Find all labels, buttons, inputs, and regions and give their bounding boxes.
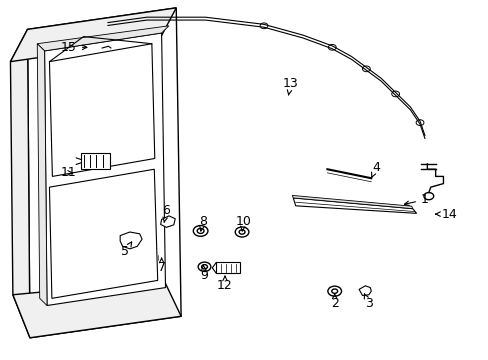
Polygon shape — [81, 153, 110, 169]
Text: 6: 6 — [162, 204, 170, 222]
Text: 5: 5 — [121, 242, 131, 258]
Polygon shape — [37, 26, 168, 51]
Polygon shape — [358, 286, 370, 296]
Text: 9: 9 — [200, 265, 208, 282]
Text: 8: 8 — [199, 215, 206, 231]
Circle shape — [102, 22, 108, 26]
Text: 2: 2 — [330, 294, 338, 310]
Polygon shape — [10, 30, 30, 338]
Text: 10: 10 — [235, 215, 251, 231]
Text: 3: 3 — [364, 294, 372, 310]
Circle shape — [415, 120, 423, 126]
Circle shape — [362, 66, 369, 72]
Text: 12: 12 — [217, 276, 232, 292]
Polygon shape — [216, 262, 239, 273]
Polygon shape — [49, 44, 155, 176]
Circle shape — [90, 44, 102, 52]
Polygon shape — [49, 169, 158, 298]
Polygon shape — [160, 216, 175, 227]
Polygon shape — [120, 232, 142, 249]
Polygon shape — [13, 280, 181, 338]
Circle shape — [328, 44, 335, 50]
Circle shape — [198, 262, 210, 271]
Text: 4: 4 — [371, 161, 379, 177]
Circle shape — [327, 286, 341, 296]
Text: 1: 1 — [404, 193, 428, 206]
Circle shape — [153, 251, 170, 264]
Text: 15: 15 — [61, 41, 87, 54]
Polygon shape — [27, 8, 181, 338]
Circle shape — [126, 238, 134, 244]
Polygon shape — [44, 33, 165, 306]
Circle shape — [235, 227, 248, 237]
Text: 14: 14 — [435, 208, 456, 221]
Text: 11: 11 — [61, 166, 77, 179]
Text: 13: 13 — [283, 77, 298, 95]
Circle shape — [260, 23, 267, 29]
Polygon shape — [292, 195, 412, 209]
Circle shape — [193, 226, 207, 236]
Polygon shape — [37, 44, 47, 306]
Text: 7: 7 — [157, 258, 165, 274]
Polygon shape — [10, 8, 176, 62]
Circle shape — [391, 91, 399, 97]
Polygon shape — [293, 198, 416, 213]
Circle shape — [423, 193, 433, 200]
Circle shape — [109, 158, 117, 164]
Circle shape — [143, 16, 151, 22]
